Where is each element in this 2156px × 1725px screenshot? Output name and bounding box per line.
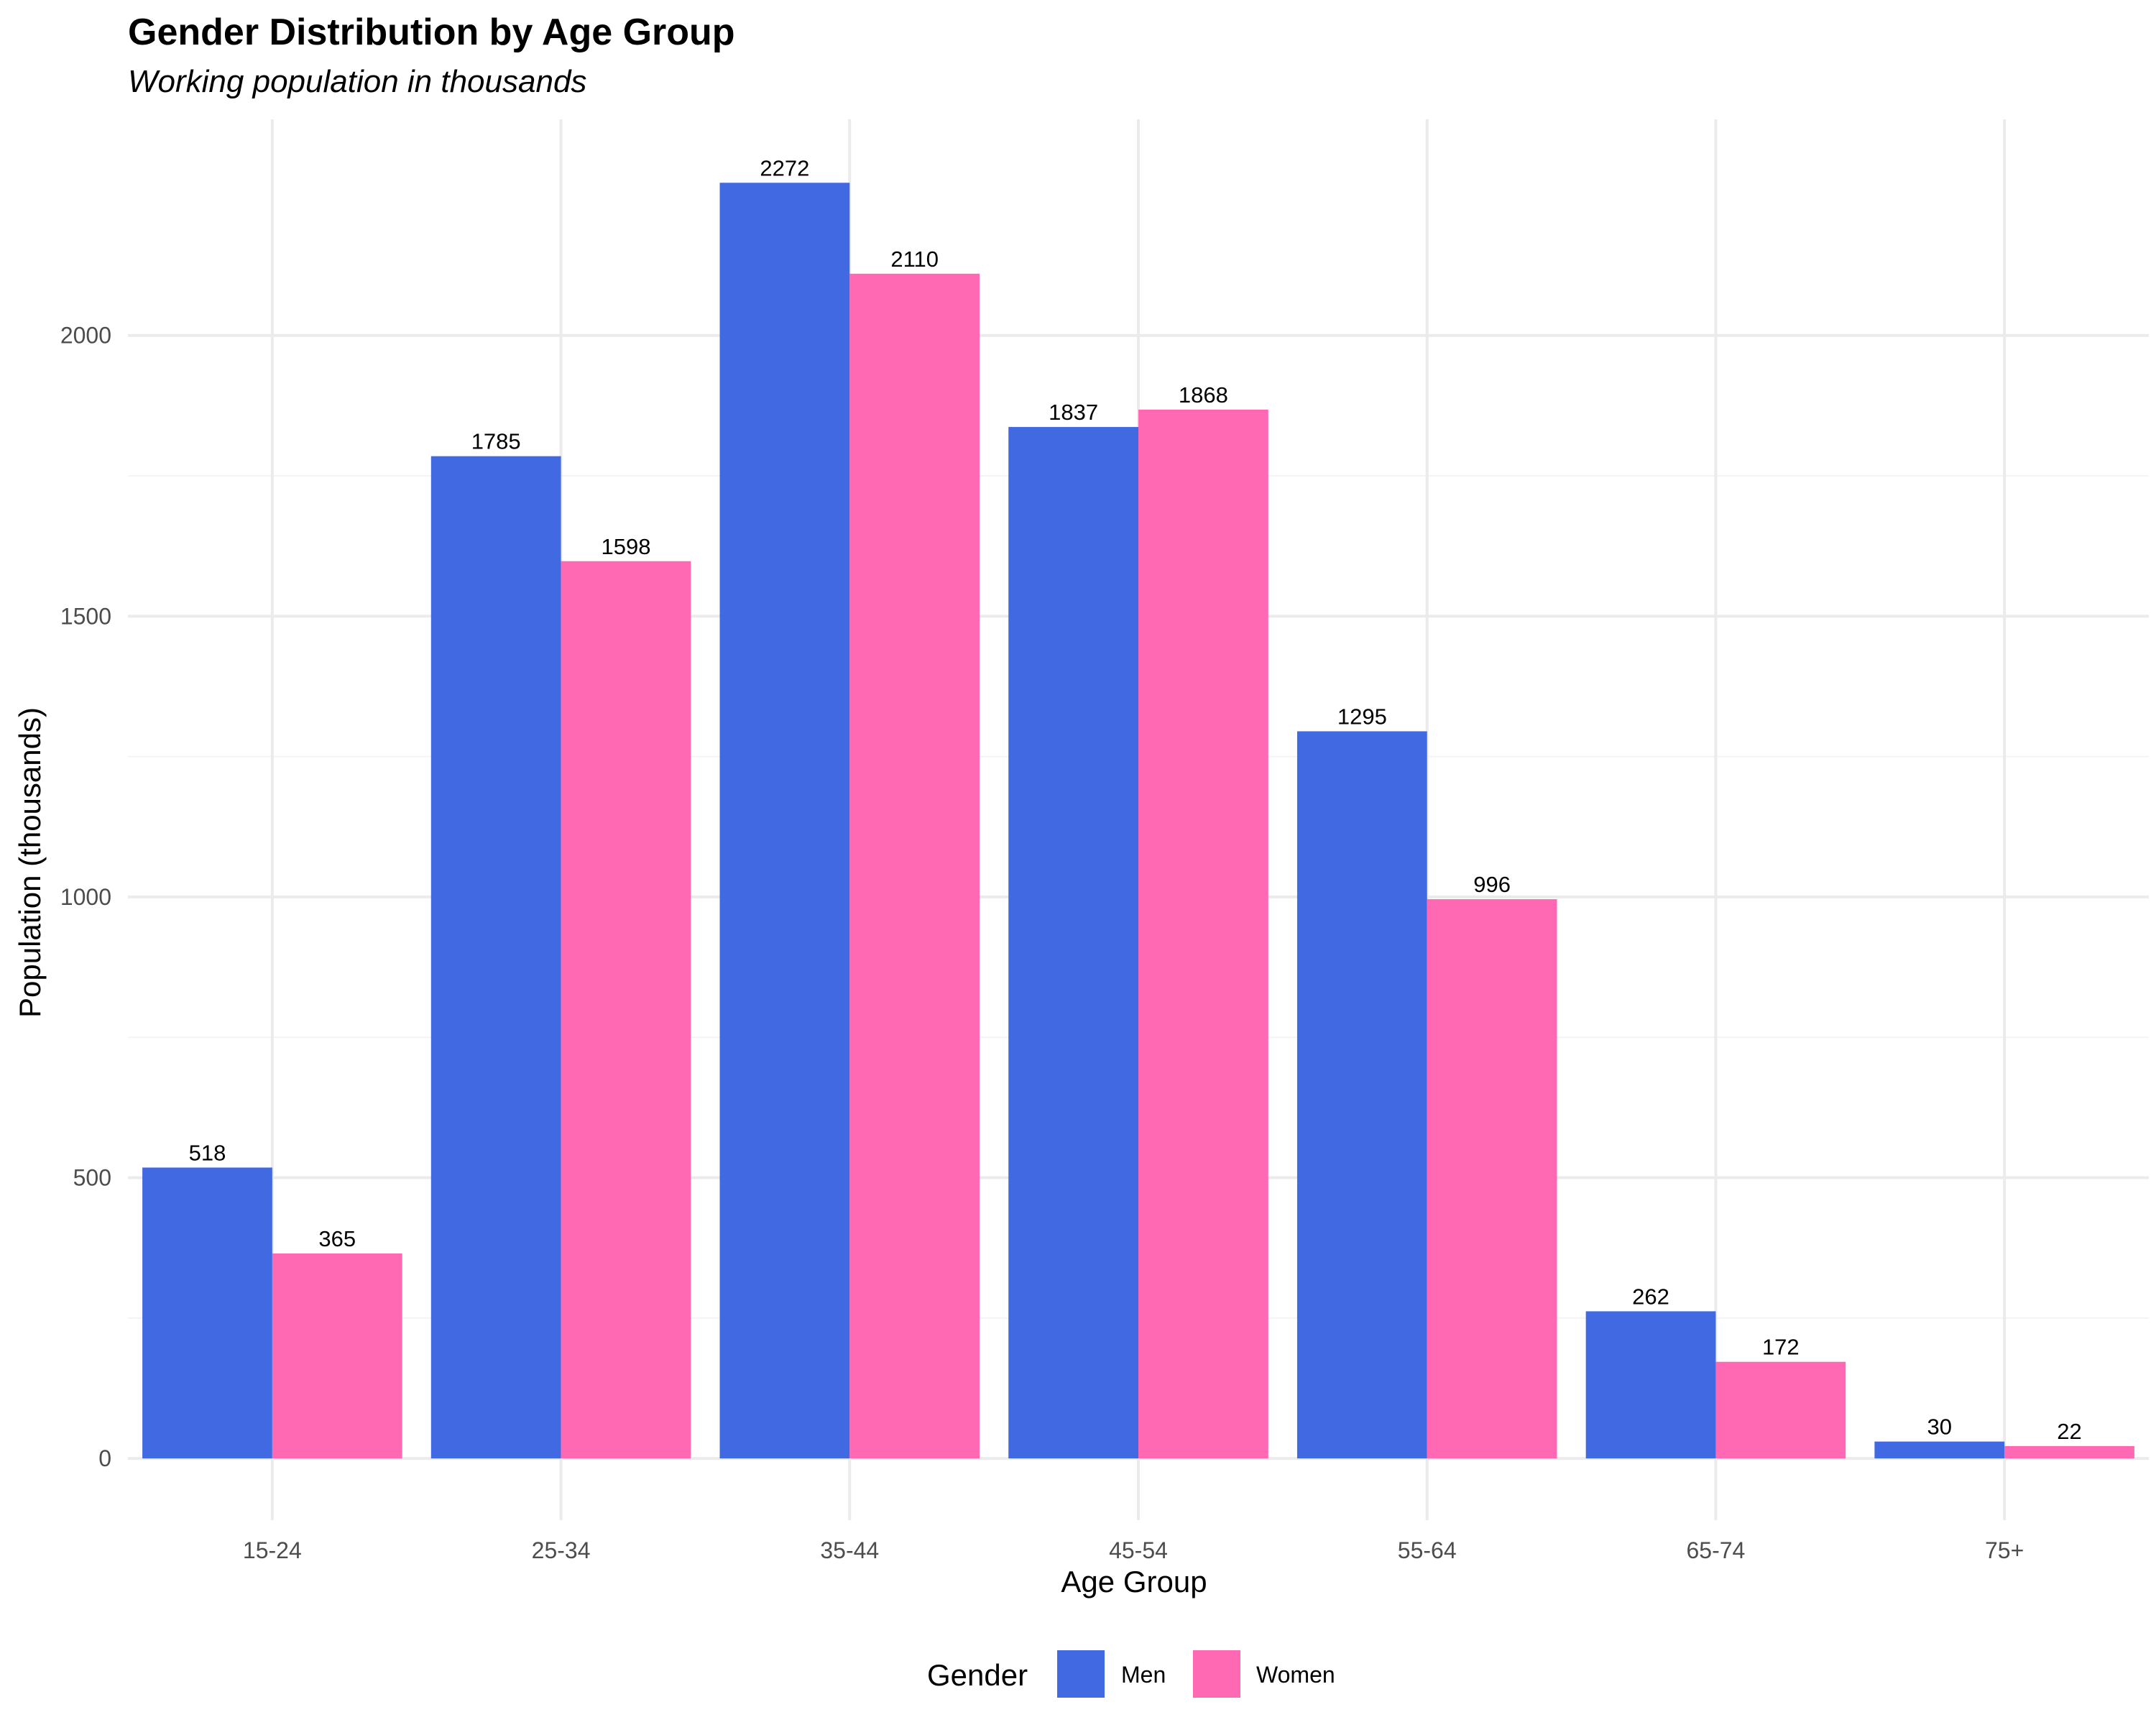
x-tick-label: 25-34 (532, 1537, 591, 1563)
data-label-women: 2110 (890, 247, 939, 272)
x-tick-label: 15-24 (243, 1537, 302, 1563)
chart-subtitle: Working population in thousands (128, 64, 586, 99)
bar-women (849, 273, 980, 1459)
bar-women (2004, 1445, 2134, 1459)
y-axis-ticks: 0 500 1000 1500 2000 (60, 323, 111, 1471)
y-axis-title: Population (thousands) (13, 707, 47, 1018)
data-label-women: 1868 (1179, 382, 1228, 408)
bar-men (1296, 731, 1427, 1459)
bars (142, 183, 2134, 1459)
bar-women (272, 1253, 402, 1459)
y-tick-label: 500 (73, 1164, 111, 1190)
bar-men (1585, 1311, 1716, 1459)
bar-men (719, 183, 850, 1459)
legend-label-women: Women (1256, 1662, 1335, 1688)
legend-label-men: Men (1121, 1662, 1166, 1688)
legend-swatch-women (1193, 1650, 1240, 1698)
data-label-women: 1598 (601, 534, 650, 559)
legend-title: Gender (927, 1658, 1028, 1692)
bar-women (1715, 1361, 1846, 1459)
legend-swatch-men (1057, 1650, 1105, 1698)
data-label-women: 996 (1473, 872, 1511, 897)
x-tick-label: 75+ (1985, 1537, 2024, 1563)
data-label-women: 172 (1762, 1335, 1800, 1360)
data-label-women: 22 (2057, 1419, 2081, 1444)
bar-men (1874, 1441, 2005, 1459)
y-tick-label: 0 (98, 1445, 111, 1471)
x-axis-ticks: 15-24 25-34 35-44 45-54 55-64 65-74 75+ (243, 1537, 2024, 1563)
x-tick-label: 45-54 (1109, 1537, 1168, 1563)
data-label-women: 365 (318, 1226, 356, 1251)
data-labels: 518 1785 2272 1837 1295 262 30 365 1598 2110 1868 9… (189, 155, 2082, 1444)
y-tick-label: 1000 (60, 884, 111, 910)
legend: Gender Men Women (927, 1650, 1335, 1698)
bar-women (1138, 409, 1268, 1459)
data-label-men: 1837 (1049, 400, 1098, 425)
data-label-men: 262 (1632, 1284, 1669, 1309)
x-tick-label: 35-44 (820, 1537, 879, 1563)
data-label-men: 30 (1927, 1414, 1952, 1440)
chart-title: Gender Distribution by Age Group (128, 12, 735, 53)
y-tick-label: 2000 (60, 323, 111, 349)
bar-women (561, 561, 691, 1459)
x-tick-label: 55-64 (1398, 1537, 1457, 1563)
data-label-men: 1295 (1337, 704, 1387, 729)
data-label-men: 1785 (471, 429, 521, 454)
bar-men (1008, 427, 1138, 1459)
bar-men (142, 1167, 272, 1459)
data-label-men: 2272 (760, 155, 809, 180)
x-axis-title: Age Group (1061, 1565, 1207, 1598)
bar-women (1427, 899, 1557, 1459)
data-label-men: 518 (189, 1140, 226, 1165)
x-tick-label: 65-74 (1687, 1537, 1746, 1563)
bar-men (430, 456, 561, 1459)
y-tick-label: 1500 (60, 603, 111, 629)
